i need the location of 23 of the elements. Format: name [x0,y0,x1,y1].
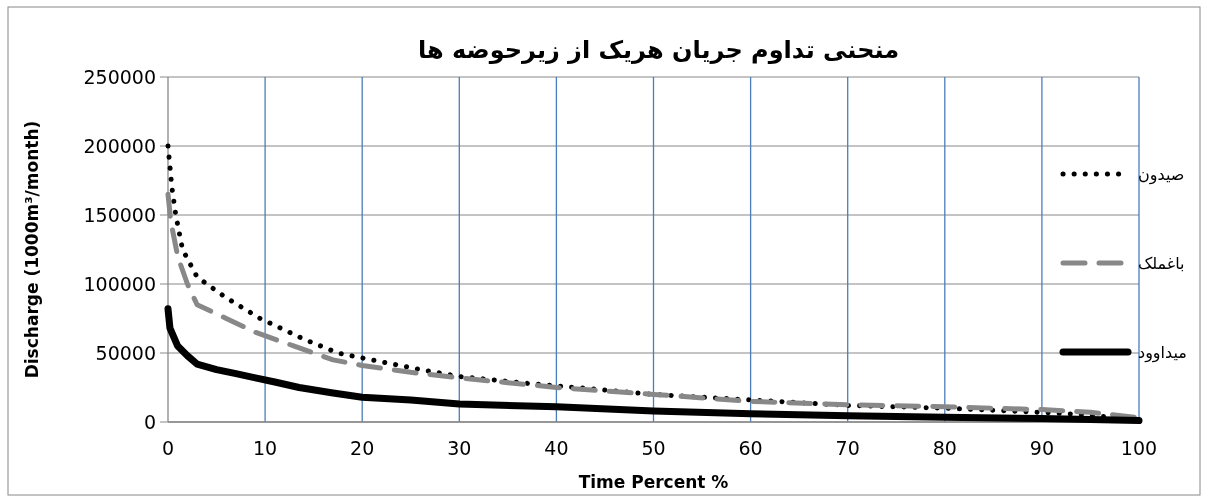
y-tick-label: 0 [143,411,156,433]
x-tick-label: 40 [544,437,569,459]
x-tick-label: 80 [932,437,957,459]
x-tick-label: 60 [738,437,763,459]
x-tick-label: 30 [447,437,472,459]
legend-label: باغملک [1138,254,1185,273]
legend-label: میداوود [1138,343,1187,363]
x-tick-label: 10 [253,437,278,459]
x-axis-title: Time Percent % [578,472,729,492]
y-tick-label: 50000 [95,342,156,364]
x-tick-label: 70 [835,437,860,459]
y-axis-title: Discharge (1000m³/month) [22,120,42,379]
y-tick-label: 200000 [83,135,156,157]
x-tick-label: 50 [641,437,666,459]
x-tick-label: 0 [161,437,175,459]
x-tick-label: 90 [1029,437,1054,459]
x-tick-label: 20 [350,437,375,459]
legend-label: صیدون [1138,165,1185,185]
chart-title: منحنی تداوم جریان هریک از زیرحوضه ها [417,36,900,64]
x-tick-label: 100 [1120,437,1158,459]
y-tick-label: 100000 [83,273,156,295]
y-tick-label: 150000 [83,204,156,226]
y-tick-label: 250000 [83,66,156,88]
